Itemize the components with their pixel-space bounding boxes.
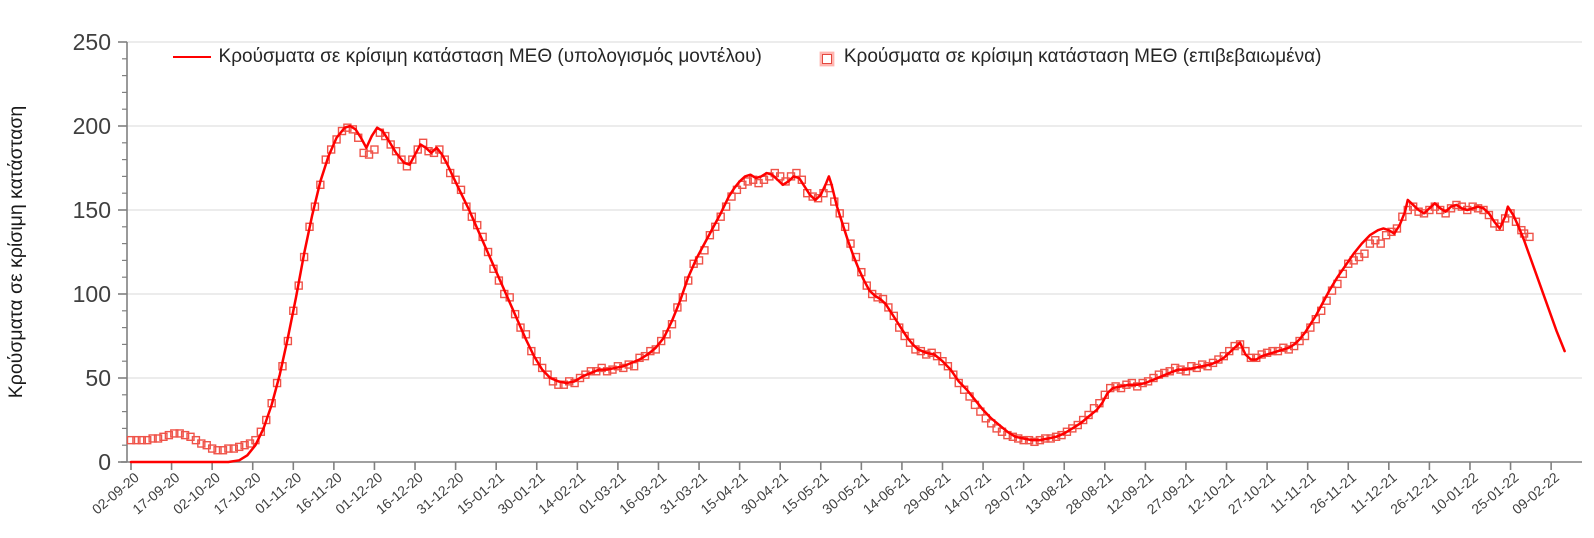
y-tick-label: 250 — [73, 29, 111, 55]
confirmed-series-markers — [126, 123, 1534, 455]
y-tick-label: 100 — [73, 281, 111, 307]
y-tick-label: 150 — [73, 197, 111, 223]
y-axis-ticks: 0 50 100 150 200 250 — [73, 29, 127, 475]
y-tick-label: 0 — [98, 449, 111, 475]
y-tick-label: 200 — [73, 113, 111, 139]
y-axis-title: Κρούσματα σε κρίσιμη κατάσταση — [5, 106, 27, 399]
gridlines — [127, 41, 1582, 379]
x-axis-ticks: 02-09-2017-09-2002-10-2017-10-2001-11-20… — [89, 462, 1562, 517]
y-tick-label: 50 — [85, 365, 111, 391]
axes — [121, 42, 1582, 463]
model-series-line — [129, 124, 1566, 464]
